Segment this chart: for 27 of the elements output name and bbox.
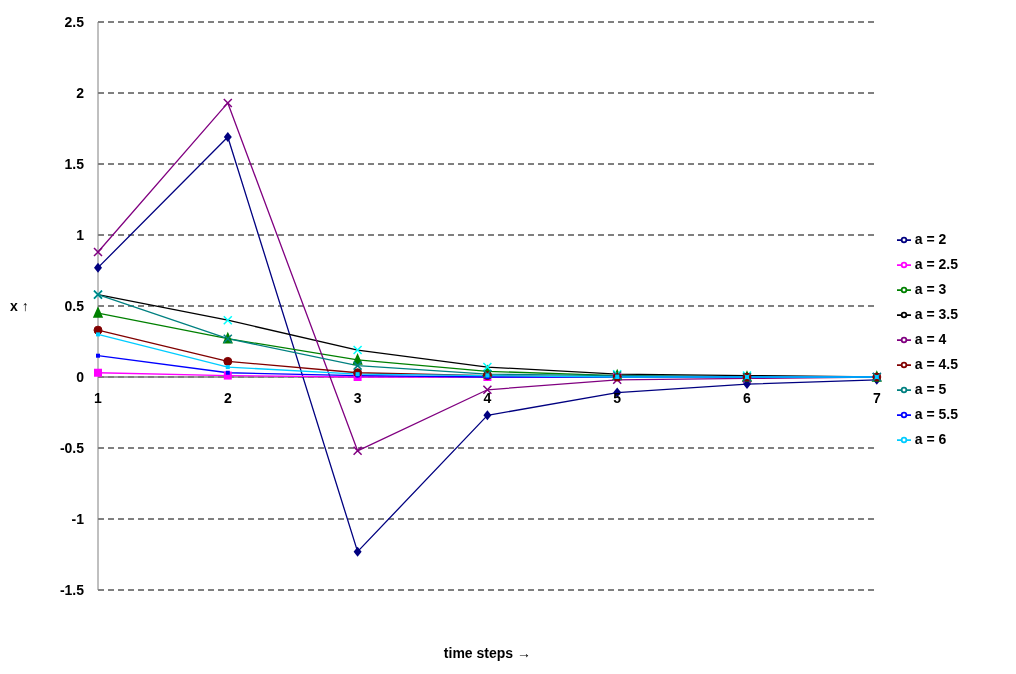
y-tick-label: 1.5 — [64, 155, 85, 172]
legend-label: a = 5 — [914, 380, 947, 397]
y-tick-label: -0.5 — [59, 439, 85, 456]
x-tick-label: 7 — [872, 390, 881, 406]
y-tick-label: -1 — [71, 510, 85, 527]
legend-label: a = 6 — [914, 430, 947, 447]
legend-label: a = 3.5 — [914, 305, 958, 322]
y-tick-label: -1.5 — [59, 581, 85, 598]
y-tick-label: 1 — [76, 226, 85, 243]
legend-label: a = 3 — [914, 280, 947, 297]
x-tick-label: 1 — [94, 390, 103, 406]
x-tick-label: 4 — [483, 390, 492, 406]
y-axis-title: x ↑ — [10, 297, 29, 314]
x-axis-title: time steps → — [443, 645, 531, 661]
legend-label: a = 2 — [914, 230, 947, 247]
y-tick-label: 0 — [76, 368, 85, 385]
x-tick-label: 3 — [353, 390, 362, 406]
legend-label: a = 4 — [914, 330, 947, 347]
y-tick-label: 2 — [76, 84, 85, 101]
legend-label: a = 4.5 — [914, 355, 958, 372]
x-tick-label: 2 — [223, 390, 232, 406]
y-tick-label: 2.5 — [64, 13, 85, 30]
x-tick-label: 5 — [613, 390, 622, 406]
legend-label: a = 2.5 — [914, 255, 958, 272]
x-tick-label: 6 — [743, 390, 752, 406]
y-tick-label: 0.5 — [64, 297, 85, 314]
legend-label: a = 5.5 — [914, 405, 958, 422]
